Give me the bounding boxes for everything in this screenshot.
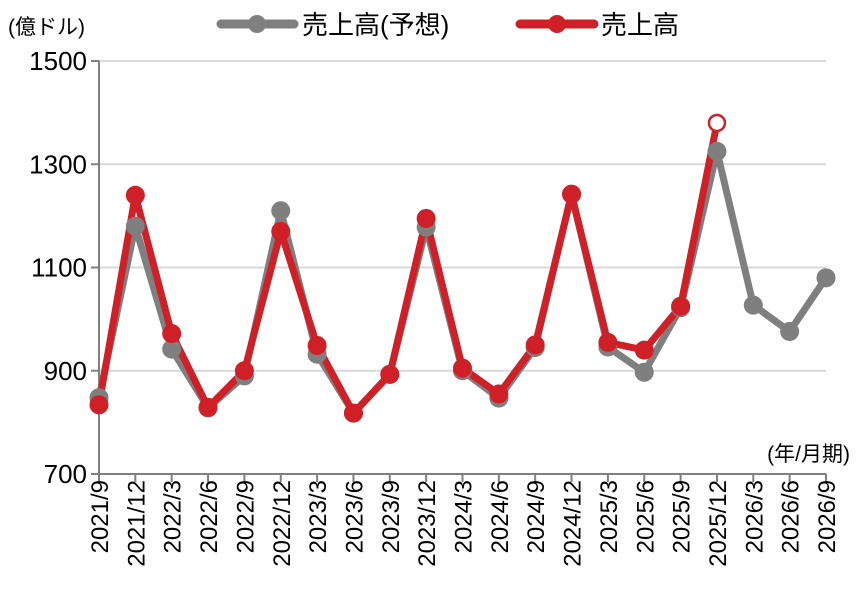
data-point-1-1 — [125, 185, 145, 205]
data-point-1-9 — [416, 208, 436, 228]
data-point-1-0 — [89, 395, 109, 415]
x-tick-label: 2023/9 — [378, 480, 405, 553]
data-point-1-17 — [707, 113, 727, 133]
y-tick-label: 700 — [44, 459, 87, 489]
y-axis-ticks: 700 900 1100 1300 1500 — [29, 46, 87, 489]
x-tick-label: 2023/12 — [414, 480, 441, 567]
data-point-0-17 — [707, 141, 727, 161]
x-tick-label: 2021/9 — [87, 480, 114, 553]
data-point-1-11 — [489, 384, 509, 404]
x-tick-label: 2025/6 — [632, 480, 659, 553]
data-point-0-20 — [816, 268, 836, 288]
series-markers — [89, 113, 836, 423]
data-point-1-14 — [598, 332, 618, 352]
data-point-0-1 — [125, 216, 145, 236]
data-point-1-13 — [562, 184, 582, 204]
y-tick-label: 1500 — [29, 46, 87, 76]
x-tick-label: 2024/6 — [487, 480, 514, 553]
x-tick-label: 2022/12 — [269, 480, 296, 567]
data-point-1-7 — [343, 403, 363, 423]
y-tick-label: 900 — [44, 356, 87, 386]
data-point-0-5 — [271, 201, 291, 221]
data-point-1-3 — [198, 397, 218, 417]
x-tick-label: 2025/3 — [596, 480, 623, 553]
x-tick-label: 2022/9 — [232, 480, 259, 553]
x-tick-label: 2023/6 — [341, 480, 368, 553]
x-tick-label: 2021/12 — [123, 480, 150, 567]
legend-marker-forecast — [248, 15, 266, 33]
data-point-1-5 — [271, 221, 291, 241]
data-point-1-16 — [671, 296, 691, 316]
legend-label-actual: 売上高 — [601, 10, 679, 40]
x-tick-label: 2024/9 — [523, 480, 550, 553]
y-axis-unit-label: (億ドル) — [8, 16, 85, 39]
legend-item-forecast: 売上高(予想) — [216, 10, 449, 40]
x-tick-label: 2026/9 — [814, 480, 841, 553]
data-point-0-15 — [634, 362, 654, 382]
data-point-0-18 — [743, 295, 763, 315]
x-axis-unit-label: (年/月期) — [767, 443, 850, 466]
legend-label-forecast: 売上高(予想) — [302, 10, 449, 40]
data-point-1-4 — [234, 361, 254, 381]
x-tick-label: 2026/3 — [741, 480, 768, 553]
x-axis-ticks: 2021/9 2021/12 2022/3 2022/6 2022/9 2022/12 20… — [87, 480, 841, 567]
data-point-1-10 — [453, 358, 472, 378]
x-tick-label: 2025/12 — [705, 480, 732, 567]
legend: 売上高(予想) 売上高 — [216, 10, 679, 40]
x-tick-label: 2022/6 — [196, 480, 223, 553]
x-tick-label: 2022/3 — [160, 480, 187, 553]
gridlines — [99, 60, 826, 372]
data-point-1-12 — [525, 335, 545, 355]
data-point-1-8 — [380, 364, 400, 384]
y-tick-label: 1100 — [31, 253, 87, 283]
data-point-1-2 — [162, 324, 182, 344]
legend-item-actual: 売上高 — [515, 10, 679, 40]
x-tick-label: 2026/6 — [778, 480, 805, 553]
data-point-0-19 — [780, 322, 800, 342]
x-tick-label: 2024/3 — [451, 480, 478, 553]
y-tick-label: 1300 — [29, 149, 87, 179]
data-point-0-2 — [162, 339, 182, 359]
data-point-1-15 — [634, 340, 654, 360]
data-point-1-6 — [307, 335, 327, 355]
x-tick-label: 2025/9 — [669, 480, 696, 553]
x-tick-label: 2024/12 — [560, 480, 587, 567]
legend-marker-actual — [548, 15, 566, 33]
x-tick-label: 2023/3 — [305, 480, 332, 553]
